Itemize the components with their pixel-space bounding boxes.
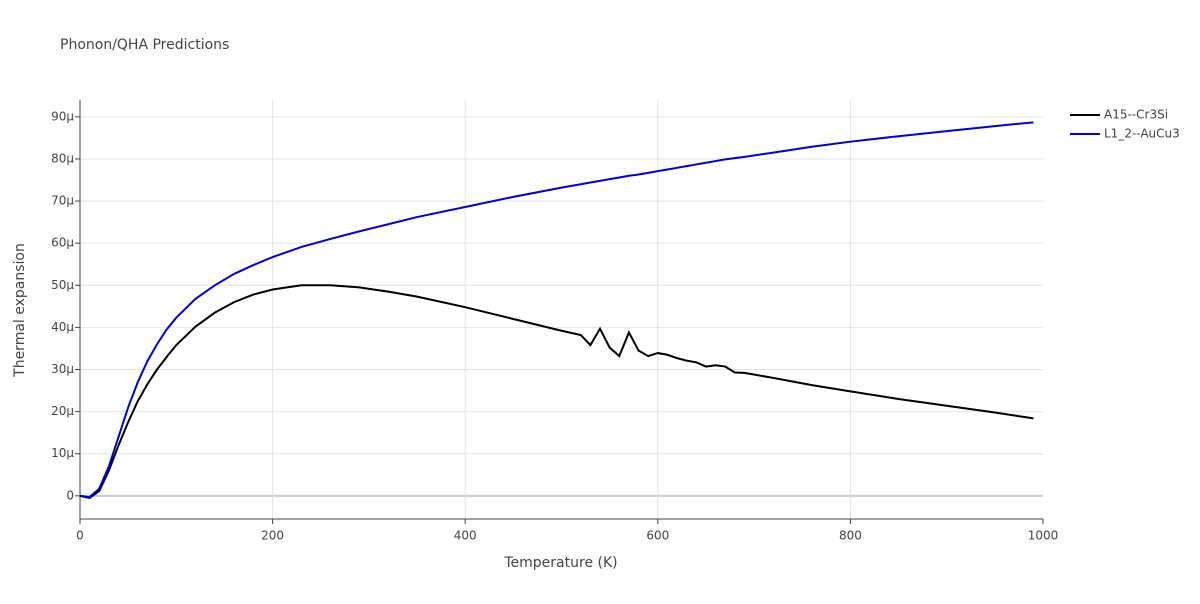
x-tick-label: 200	[261, 529, 284, 543]
x-tick-label: 1000	[1028, 529, 1059, 543]
y-tick-label: 80µ	[51, 151, 74, 165]
x-tick-label: 600	[646, 529, 669, 543]
y-tick-label: 60µ	[51, 236, 74, 250]
x-tick-label: 800	[839, 529, 862, 543]
y-tick-label: 0	[66, 488, 74, 502]
y-tick-label: 50µ	[51, 278, 74, 292]
chart-title: Phonon/QHA Predictions	[60, 37, 229, 53]
y-tick-label: 10µ	[51, 446, 74, 460]
y-axis-title: Thermal expansion	[12, 243, 28, 378]
y-tick-label: 20µ	[51, 404, 74, 418]
y-tick-label: 40µ	[51, 320, 74, 334]
x-tick-label: 400	[454, 529, 477, 543]
x-axis-title: Temperature (K)	[503, 555, 617, 571]
y-tick-label: 90µ	[51, 109, 74, 123]
series-line	[79, 121, 1034, 499]
y-tick-label: 70µ	[51, 194, 74, 208]
x-tick-label: 0	[76, 529, 84, 543]
series-line	[79, 284, 1034, 500]
y-tick-label: 30µ	[51, 362, 74, 376]
legend-label: L1_2--AuCu3	[1104, 127, 1180, 141]
legend-label: A15--Cr3Si	[1104, 108, 1168, 122]
